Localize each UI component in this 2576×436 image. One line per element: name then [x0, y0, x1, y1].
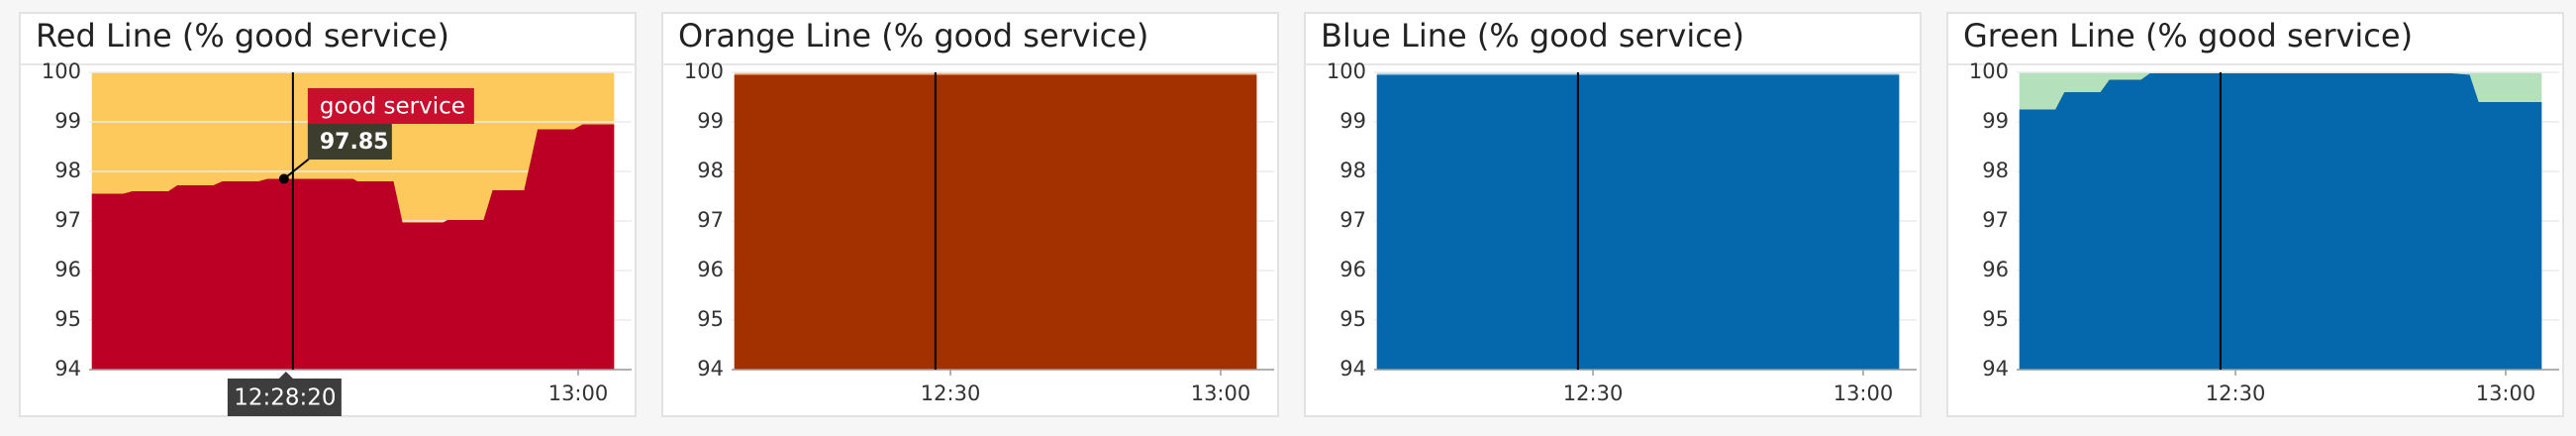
y-tick-label: 94: [54, 357, 81, 381]
panel-title: Blue Line (% good service): [1321, 17, 1744, 54]
y-tick-label: 97: [1982, 208, 2009, 232]
x-tick-label: 13:00: [2476, 382, 2536, 405]
y-tick-label: 100: [42, 59, 81, 83]
area: [2019, 73, 2542, 370]
time-label: 12:28:20: [234, 385, 336, 411]
y-tick-label: 96: [1339, 258, 1366, 281]
x-tick-label: 13:00: [1833, 382, 1894, 405]
time-pointer: [278, 372, 293, 379]
y-tick-label: 97: [697, 208, 724, 232]
panel-title: Green Line (% good service): [1963, 17, 2413, 54]
panel-title: Red Line (% good service): [36, 17, 449, 54]
y-tick-label: 98: [54, 159, 81, 182]
area: [91, 124, 615, 370]
y-tick-label: 96: [1982, 258, 2009, 281]
area: [1376, 74, 1900, 370]
tooltip-value: 97.85: [320, 130, 389, 155]
time-box: [227, 379, 342, 416]
y-tick-label: 98: [1339, 159, 1366, 182]
y-tick-label: 96: [54, 258, 81, 281]
y-tick-label: 98: [697, 159, 724, 182]
x-tick-label: 12:30: [2206, 382, 2266, 405]
y-tick-label: 94: [1982, 357, 2009, 381]
y-tick-label: 99: [54, 109, 81, 133]
y-tick-label: 95: [1982, 307, 2009, 331]
y-tick-label: 97: [1339, 208, 1366, 232]
tooltip-value-box: [307, 124, 392, 160]
x-tick-label: 12:30: [1563, 382, 1624, 405]
y-tick-label: 98: [1982, 159, 2009, 182]
y-tick-label: 99: [697, 109, 724, 133]
y-tick-label: 94: [697, 357, 724, 381]
panel-title: Orange Line (% good service): [678, 17, 1148, 54]
y-tick-label: 99: [1339, 109, 1366, 133]
area: [734, 74, 1257, 370]
y-tick-label: 100: [684, 59, 724, 83]
y-tick-label: 95: [1339, 307, 1366, 331]
y-tick-label: 100: [1327, 59, 1366, 83]
tooltip-name-box: [307, 88, 474, 124]
y-tick-label: 100: [1969, 59, 2009, 83]
y-tick-label: 94: [1339, 357, 1366, 381]
y-tick-label: 96: [697, 258, 724, 281]
x-tick-label: 13:00: [548, 382, 609, 405]
y-tick-label: 99: [1982, 109, 2009, 133]
y-tick-label: 95: [54, 307, 81, 331]
y-tick-label: 95: [697, 307, 724, 331]
tooltip-name: good service: [320, 94, 465, 120]
x-tick-label: 12:30: [921, 382, 981, 405]
y-tick-label: 97: [54, 208, 81, 232]
x-tick-label: 13:00: [1191, 382, 1251, 405]
tooltip-leader: [283, 158, 310, 180]
